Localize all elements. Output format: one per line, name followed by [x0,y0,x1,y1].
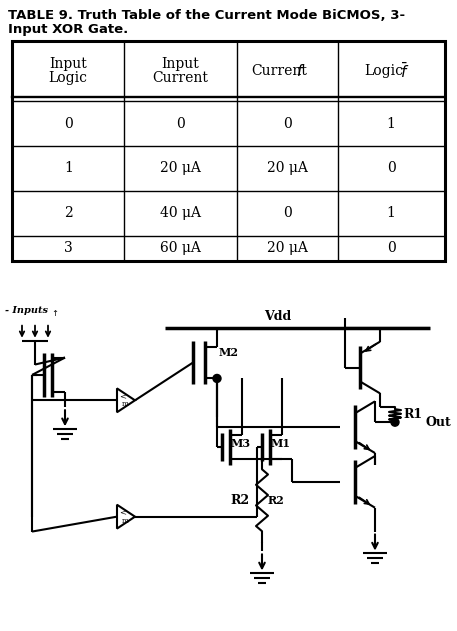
Circle shape [391,418,399,426]
Text: R2: R2 [230,493,250,507]
Text: 1: 1 [387,206,396,220]
Text: R1: R1 [403,408,422,422]
Text: 20 μA: 20 μA [267,162,308,175]
Text: Input: Input [49,57,87,71]
Text: Logic: Logic [49,71,88,85]
Text: m: m [122,400,128,408]
Text: Logic: Logic [364,64,403,78]
Text: $\uparrow$: $\uparrow$ [50,308,59,318]
Text: R2: R2 [268,495,285,506]
Text: Input: Input [162,57,199,71]
Circle shape [213,374,221,382]
Text: $f$: $f$ [297,63,306,79]
Text: <: < [119,510,127,517]
Text: $\bar{f}$: $\bar{f}$ [400,62,409,81]
Text: 20 μA: 20 μA [160,162,201,175]
Text: <: < [119,393,127,401]
Text: 2: 2 [64,206,73,220]
Text: 0: 0 [387,241,396,255]
Text: M1: M1 [271,437,291,449]
Text: Input XOR Gate.: Input XOR Gate. [9,23,129,36]
Text: 60 μA: 60 μA [160,241,201,255]
Text: Current: Current [153,71,208,85]
Text: m: m [122,517,128,524]
Text: Current: Current [251,64,308,78]
Text: 1: 1 [64,162,73,175]
Text: Vdd: Vdd [264,310,291,323]
Text: 20 μA: 20 μA [267,241,308,255]
Bar [12,41,445,261]
Text: 0: 0 [387,162,396,175]
Text: 0: 0 [283,117,292,131]
Text: 1: 1 [387,117,396,131]
Text: Out: Out [425,416,451,428]
Text: M2: M2 [219,347,239,358]
Text: 0: 0 [283,206,292,220]
Text: 0: 0 [176,117,185,131]
Text: 0: 0 [64,117,73,131]
Text: 40 μA: 40 μA [160,206,201,220]
Text: - Inputs: - Inputs [5,306,48,315]
Text: 3: 3 [64,241,73,255]
Text: TABLE 9. Truth Table of the Current Mode BiCMOS, 3-: TABLE 9. Truth Table of the Current Mode… [9,9,406,22]
Text: M3: M3 [231,437,251,449]
